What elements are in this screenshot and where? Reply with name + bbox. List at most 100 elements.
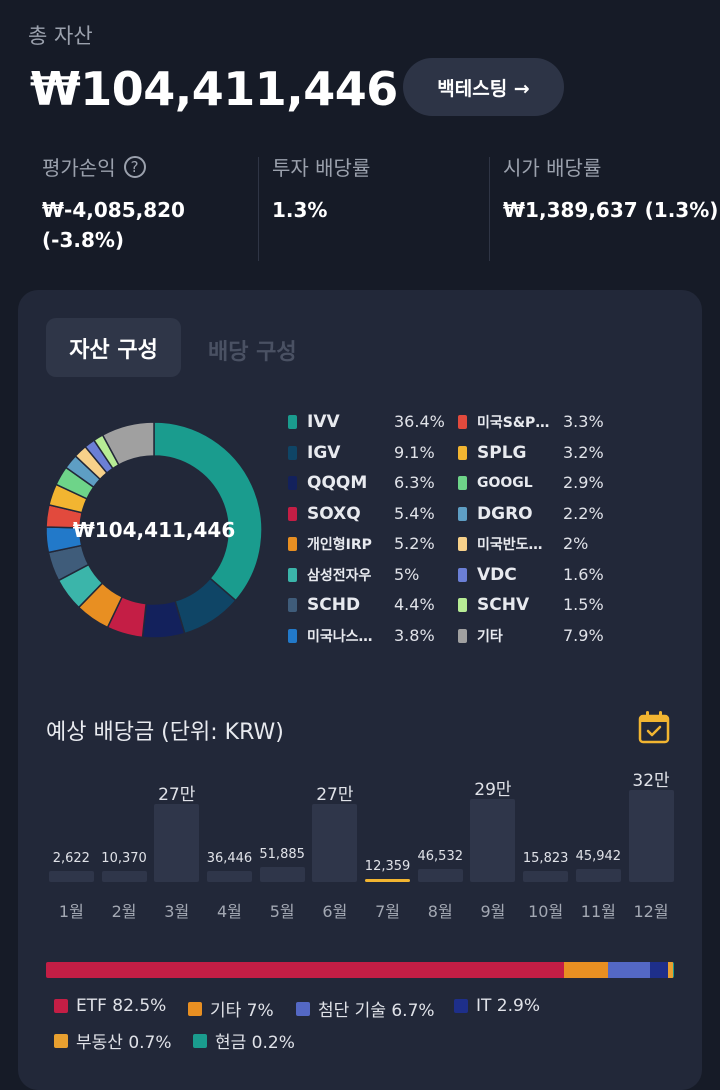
bar-5[interactable] [260,867,305,882]
bar-3[interactable] [154,804,199,882]
stat-invest-yield: 투자 배당률 1.3% [272,152,370,264]
legend-swatch [288,507,297,521]
legend-percent: 2% [563,534,588,553]
legend-item: SCHV [458,594,529,616]
stat-value: ₩-4,085,820(-3.8%) [42,195,185,255]
stack-segment-1[interactable] [564,962,608,978]
legend-swatch [288,446,297,460]
stat-value: ₩1,389,637 (1.3%) [503,195,718,225]
legend-name: DGRO [477,504,533,524]
legend-percent: 1.6% [563,565,604,584]
calendar-check-icon[interactable] [638,710,670,744]
legend-swatch [288,629,297,643]
month-label: 10월 [517,898,574,922]
legend-name: VDC [477,565,517,585]
tab-asset-composition[interactable]: 자산 구성 [46,318,181,377]
backtest-button[interactable]: 백테스팅 → [403,58,564,116]
bar-10[interactable] [523,871,568,882]
category-legend-item: 기타 7% [188,996,274,1021]
stat-value-amount: ₩-4,085,820 [42,195,185,225]
legend-item: IGV [288,442,340,464]
bar-9[interactable] [470,799,515,882]
legend-name: 삼성전자우 [307,565,371,585]
category-legend-item: ETF 82.5% [54,996,166,1016]
category-label: 기타 7% [210,996,274,1021]
stats-row: 평가손익? ₩-4,085,820(-3.8%) 투자 배당률 1.3% 시가 … [28,152,720,264]
bar-6[interactable] [312,804,357,882]
month-label: 7월 [359,898,416,922]
bar-value-label: 51,885 [250,847,315,862]
bar-2[interactable] [102,871,147,882]
legend-item: IVV [288,411,340,433]
legend-swatch [458,446,467,460]
legend-percent: 7.9% [563,626,604,645]
legend-name: 개인형IRP [307,534,372,554]
legend-swatch [458,598,467,612]
bar-7[interactable] [365,879,410,882]
month-label: 6월 [306,898,363,922]
legend-name: 기타 [477,626,503,646]
category-swatch [454,999,468,1013]
legend-item: 미국S&P… [458,411,549,433]
category-label: 첨단 기술 6.7% [318,996,435,1021]
legend-name: 미국나스… [307,626,373,646]
month-label: 1월 [43,898,100,922]
legend-name: SCHV [477,595,529,615]
bar-value-label: 27만 [302,780,367,805]
legend-swatch [458,568,467,582]
tab-dividend-composition[interactable]: 배당 구성 [208,334,297,366]
help-icon[interactable]: ? [124,156,146,178]
legend-percent: 36.4% [394,412,445,431]
legend-name: GOOGL [477,475,533,491]
legend-percent: 2.9% [563,473,604,492]
allocation-donut: ₩104,411,446 [44,420,264,640]
legend-name: SPLG [477,443,527,463]
legend-item: SPLG [458,442,527,464]
category-label: IT 2.9% [476,996,540,1016]
legend-percent: 5.4% [394,504,435,523]
bar-11[interactable] [576,869,621,882]
legend-item: 기타 [458,625,503,647]
legend-name: 미국반도… [477,534,543,554]
portfolio-card: 자산 구성 배당 구성 ₩104,411,446 IVV 36.4% IGV 9.1%… [18,290,702,1090]
stat-label: 평가손익 [42,152,116,181]
bar-1[interactable] [49,871,94,882]
stat-value-percent: (-3.8%) [42,225,185,255]
stat-label: 투자 배당률 [272,152,370,181]
bar-12[interactable] [629,790,674,882]
month-label: 5월 [254,898,311,922]
category-legend-item: 현금 0.2% [193,1028,295,1053]
legend-item: 개인형IRP [288,533,372,555]
stack-segment-2[interactable] [608,962,650,978]
bar-value-label: 10,370 [92,851,157,866]
legend-item: SOXQ [288,503,361,525]
legend-item: SCHD [288,594,360,616]
legend-item: QQQM [288,472,367,494]
stack-segment-3[interactable] [650,962,668,978]
total-assets-label: 총 자산 [28,20,93,50]
bar-value-label: 32만 [619,766,684,791]
month-label: 9월 [464,898,521,922]
legend-percent: 5.2% [394,534,435,553]
bar-8[interactable] [418,869,463,882]
legend-percent: 2.2% [563,504,604,523]
bar-4[interactable] [207,871,252,882]
legend-name: IVV [307,412,340,432]
legend-name: SCHD [307,595,360,615]
legend-percent: 4.4% [394,595,435,614]
category-swatch [193,1034,207,1048]
category-swatch [188,1002,202,1016]
legend-percent: 9.1% [394,443,435,462]
legend-percent: 3.3% [563,412,604,431]
legend-item: GOOGL [458,472,533,494]
legend-percent: 5% [394,565,419,584]
legend-swatch [458,507,467,521]
stack-segment-0[interactable] [46,962,564,978]
legend-item: 삼성전자우 [288,564,371,586]
bar-value-label: 46,532 [408,849,473,864]
category-label: 부동산 0.7% [76,1028,172,1053]
legend-swatch [458,537,467,551]
legend-percent: 3.2% [563,443,604,462]
category-legend-item: IT 2.9% [454,996,540,1016]
legend-item: 미국반도… [458,533,543,555]
